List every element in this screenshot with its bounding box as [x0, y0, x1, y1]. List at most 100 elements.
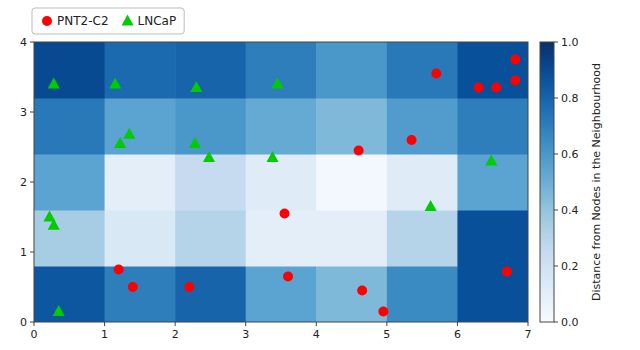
y-tick-label: 1 [20, 246, 27, 259]
heat-cell [175, 98, 246, 155]
heat-cell [316, 154, 387, 211]
heat-cell [246, 98, 317, 155]
x-tick [175, 322, 176, 326]
point [502, 267, 512, 277]
point [271, 77, 283, 88]
point [189, 137, 201, 148]
x-tick [34, 322, 35, 326]
x-tick [457, 322, 458, 326]
point [357, 286, 367, 296]
chart: 01234567012340.00.20.40.60.81.0Distance … [0, 0, 640, 350]
x-tick [386, 322, 387, 326]
point [123, 128, 135, 139]
point [280, 209, 290, 219]
y-tick-label: 4 [20, 36, 27, 49]
colorbar-tick-label: 0.6 [561, 148, 579, 161]
heat-cell [457, 98, 528, 155]
legend-marker [121, 14, 133, 25]
y-tick [30, 42, 34, 43]
heat-cell [457, 42, 528, 99]
point [407, 135, 417, 145]
x-tick [316, 322, 317, 326]
point [266, 151, 278, 162]
heat-cell [175, 266, 246, 322]
heat-cell [246, 210, 317, 267]
point [48, 77, 60, 88]
heat-cell [175, 154, 246, 211]
plot-frame [34, 42, 528, 322]
colorbar-tick [554, 266, 558, 267]
heat-cell [175, 210, 246, 267]
heat-cell [246, 42, 317, 99]
heat-cell [457, 266, 528, 322]
point [114, 265, 124, 275]
point [510, 76, 520, 86]
colorbar-tick-label: 0.0 [561, 316, 579, 329]
colorbar-tick-label: 0.2 [561, 260, 579, 273]
y-tick [30, 182, 34, 183]
point [354, 146, 364, 156]
heat-cell [175, 42, 246, 99]
legend-marker [42, 16, 52, 26]
colorbar-tick-label: 0.8 [561, 92, 579, 105]
heat-cell [105, 266, 176, 322]
heat-cell [316, 266, 387, 322]
heat-cell [387, 98, 458, 155]
point [128, 282, 138, 292]
heat-cell [34, 42, 105, 99]
heat-cell [387, 266, 458, 322]
y-tick [30, 112, 34, 113]
x-tick [245, 322, 246, 326]
legend: PNT2-C2 LNCaP [32, 8, 184, 34]
x-tick-label: 5 [383, 328, 390, 341]
heat-cell [387, 42, 458, 99]
y-tick [30, 252, 34, 253]
points [43, 55, 520, 317]
y-tick-label: 2 [20, 176, 27, 189]
heat-cell [34, 98, 105, 155]
point [190, 81, 202, 92]
heat-cell [316, 210, 387, 267]
y-tick [30, 322, 34, 323]
y-tick-label: 0 [20, 316, 27, 329]
heat-cell [387, 154, 458, 211]
colorbar [540, 42, 554, 322]
point [283, 272, 293, 282]
colorbar-tick-label: 1.0 [561, 36, 579, 49]
heat-cell [246, 154, 317, 211]
heat-cell [316, 42, 387, 99]
point [491, 83, 501, 93]
heat-cell [246, 266, 317, 322]
point [203, 151, 215, 162]
heat-cell [316, 98, 387, 155]
x-tick-label: 7 [525, 328, 532, 341]
colorbar-tick [554, 98, 558, 99]
legend-box [32, 8, 184, 34]
heat-cell [34, 266, 105, 322]
point [53, 305, 65, 316]
legend-label: PNT2-C2 [57, 14, 109, 28]
heat-cell [457, 154, 528, 211]
heat-cell [34, 210, 105, 267]
heat-cell [387, 210, 458, 267]
heat-cell [105, 42, 176, 99]
point [43, 210, 55, 221]
legend-label: LNCaP [138, 14, 177, 28]
colorbar-tick-label: 0.4 [561, 204, 579, 217]
heat-cell [105, 210, 176, 267]
cells [34, 42, 528, 322]
point [474, 83, 484, 93]
point [510, 55, 520, 65]
point [485, 154, 497, 165]
x-tick [104, 322, 105, 326]
point [378, 307, 388, 317]
x-tick-label: 0 [31, 328, 38, 341]
x-tick [528, 322, 529, 326]
x-tick-label: 3 [242, 328, 249, 341]
x-tick-label: 2 [172, 328, 179, 341]
y-tick-label: 3 [20, 106, 27, 119]
x-tick-label: 6 [454, 328, 461, 341]
point [425, 200, 437, 211]
heat-cell [105, 154, 176, 211]
heat-cell [34, 154, 105, 211]
